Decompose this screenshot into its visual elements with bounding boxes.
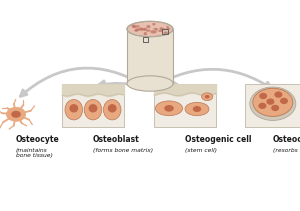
Ellipse shape (155, 28, 158, 31)
Ellipse shape (166, 26, 169, 28)
Ellipse shape (153, 28, 157, 30)
Ellipse shape (11, 111, 21, 118)
Ellipse shape (253, 88, 293, 116)
Text: (forms bone matrix): (forms bone matrix) (93, 148, 153, 153)
Ellipse shape (127, 21, 173, 37)
Ellipse shape (193, 106, 201, 112)
Ellipse shape (135, 28, 139, 31)
Ellipse shape (150, 30, 157, 34)
Ellipse shape (132, 25, 136, 28)
FancyBboxPatch shape (245, 84, 300, 127)
Ellipse shape (143, 28, 147, 31)
Ellipse shape (164, 31, 168, 34)
Ellipse shape (103, 100, 121, 120)
Ellipse shape (146, 25, 150, 28)
Ellipse shape (274, 91, 282, 98)
Ellipse shape (136, 25, 140, 28)
FancyBboxPatch shape (154, 84, 216, 127)
Bar (127, 29, 173, 84)
Ellipse shape (134, 30, 138, 32)
Ellipse shape (84, 100, 102, 120)
Ellipse shape (136, 29, 142, 30)
Ellipse shape (144, 32, 147, 35)
Ellipse shape (271, 105, 279, 111)
Text: (maintains
bone tissue): (maintains bone tissue) (16, 148, 53, 158)
Text: (stem cell): (stem cell) (185, 148, 217, 153)
Ellipse shape (258, 103, 266, 109)
Ellipse shape (166, 28, 171, 29)
Ellipse shape (159, 27, 164, 30)
Ellipse shape (132, 24, 136, 27)
Ellipse shape (140, 28, 145, 31)
Ellipse shape (152, 23, 155, 26)
Text: (resorbs bone): (resorbs bone) (273, 148, 300, 153)
Ellipse shape (139, 27, 144, 31)
Ellipse shape (164, 105, 174, 112)
Ellipse shape (202, 93, 213, 101)
Ellipse shape (69, 104, 78, 112)
Ellipse shape (266, 99, 274, 105)
Ellipse shape (160, 28, 166, 30)
Text: Osteocyte: Osteocyte (16, 135, 60, 144)
Ellipse shape (250, 87, 296, 120)
Ellipse shape (65, 100, 82, 120)
Ellipse shape (6, 107, 26, 121)
Ellipse shape (108, 104, 117, 112)
Ellipse shape (155, 101, 183, 116)
Text: Osteoblast: Osteoblast (93, 135, 140, 144)
Bar (142, 38, 148, 42)
Bar (162, 29, 167, 34)
FancyBboxPatch shape (62, 84, 124, 127)
Ellipse shape (259, 93, 267, 99)
Ellipse shape (280, 98, 288, 104)
Text: Osteoclast: Osteoclast (273, 135, 300, 144)
Text: Osteogenic cell: Osteogenic cell (185, 135, 251, 144)
Ellipse shape (205, 95, 210, 99)
Ellipse shape (185, 102, 209, 116)
Ellipse shape (127, 76, 173, 91)
Ellipse shape (158, 30, 163, 32)
Ellipse shape (88, 104, 98, 112)
Ellipse shape (146, 30, 151, 32)
